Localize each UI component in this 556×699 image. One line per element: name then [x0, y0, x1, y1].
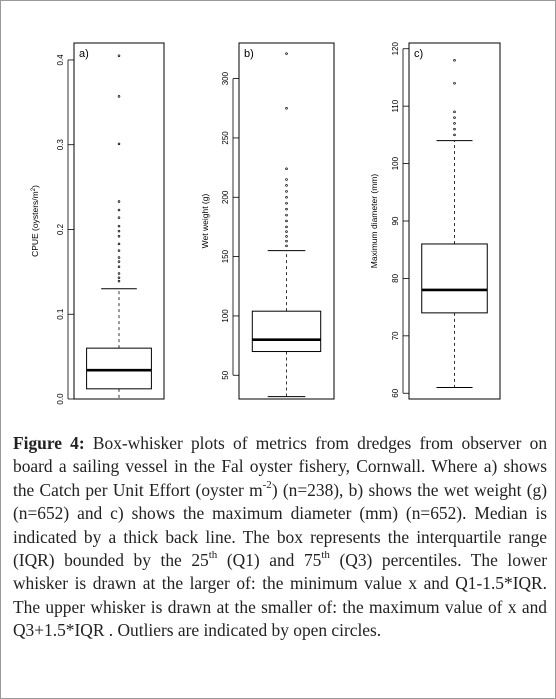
panel-2-outlier-point: [285, 201, 288, 205]
panel-3-outlier-point: [453, 127, 456, 131]
panel-2-outlier-point: [285, 184, 288, 187]
panel-2-panel-label: b): [244, 48, 254, 60]
caption-superscript-1: -2: [262, 479, 272, 492]
panel-1-y-tick-label: 0.2: [56, 223, 65, 235]
caption-superscript-2: th: [208, 549, 218, 562]
panel-2-outlier-point: [285, 52, 288, 55]
panel-3-y-tick-label: 90: [391, 216, 400, 225]
panel-3-y-tick-label: 110: [391, 99, 400, 112]
panel-3-outlier-point: [453, 58, 456, 62]
panel-2-outlier-point: [285, 230, 288, 233]
panel-3-y-tick-label: 70: [391, 331, 400, 340]
panel-1-outlier-point: [117, 256, 121, 259]
panel-2-y-axis-label: Wet weight (g): [200, 194, 210, 249]
panel-1-outlier-point: [117, 208, 121, 212]
panel-1-y-tick-label: 0.0: [56, 393, 65, 405]
panel-1-outlier-point: [117, 276, 121, 280]
panel-2-plot-border: [238, 42, 335, 400]
panel-2-y-tick-label: 50: [221, 370, 230, 379]
panel-1-outlier-point: [117, 272, 121, 275]
panel-1-outlier-point: [117, 249, 121, 252]
caption-text-1: Box-whisker plots of metrics from dredge…: [13, 433, 548, 500]
panel-1-outlier-point: [117, 242, 121, 246]
panel-1-outlier-point: [117, 229, 121, 233]
panel-1-outlier-point: [117, 54, 121, 57]
panel-1-outlier-point: [117, 200, 121, 203]
panel-2-y-tick-label: 200: [221, 190, 230, 204]
panel-2-outlier-point: [285, 190, 288, 193]
panel-1-outlier-point: [117, 260, 121, 263]
panel-3-y-axis-label: Maximum diameter (mm): [369, 174, 379, 269]
panel-3-outlier-point: [453, 122, 456, 125]
panel-2-outlier-point: [285, 219, 288, 223]
panel-2-outlier-point: [285, 107, 288, 110]
panel-3-outlier-point: [453, 133, 456, 137]
panel-1-outlier-point: [117, 142, 121, 146]
panel-2-y-tick-label: 100: [221, 309, 230, 323]
panel-2-outlier-point: [285, 178, 288, 181]
caption-text-4: (Q3) percentiles. The lower whisker is d…: [13, 550, 548, 641]
panel-2-y-tick-label: 250: [221, 131, 230, 145]
panel-3-y-tick-label: 60: [391, 388, 400, 397]
panel-3-iqr-box: [421, 243, 488, 314]
panel-2-outlier-point: [285, 167, 288, 171]
panel-1-outlier-point: [117, 216, 121, 219]
panel-2-iqr-box: [251, 310, 322, 353]
panel-2-outlier-point: [285, 207, 288, 211]
panel-1-outlier-point: [117, 95, 121, 98]
panel-2-y-tick-label: 150: [221, 249, 230, 263]
caption-superscript-3: th: [321, 549, 330, 562]
panel-1-outlier-point: [117, 224, 121, 228]
panel-3-outlier-point: [453, 116, 456, 119]
panel-1-iqr-box: [86, 347, 152, 390]
panel-2-outlier-point: [285, 196, 288, 199]
panel-1-y-tick-label: 0.3: [56, 139, 65, 151]
panel-2-outlier-point: [285, 244, 288, 248]
panel-3-y-tick-label: 120: [391, 42, 400, 56]
panel-3-y-tick-label: 80: [391, 273, 400, 282]
panel-1-outlier-point: [117, 279, 121, 283]
caption-text-3: (Q1) and 75: [217, 550, 322, 571]
panel-2-y-tick-label: 300: [221, 71, 230, 85]
panel-1-panel-label: a): [79, 48, 89, 60]
panel-3-panel-label: c): [414, 48, 423, 60]
panel-3-outlier-point: [453, 110, 456, 114]
figure-caption: Figure 4: Box-whisker plots of metrics f…: [13, 432, 547, 643]
caption-text-2: ) (n=238), b) shows the wet weight (g) (…: [13, 479, 548, 571]
panel-1-y-tick-label: 0.4: [56, 54, 65, 66]
panel-3-outlier-point: [453, 81, 456, 85]
panel-2-outlier-point: [285, 213, 288, 217]
boxplot-figure: a) 0.0 0.1 0.2 0.3 0.4 CPUE (oysters/m2) b) 50 10…: [30, 42, 501, 405]
panel-2-outlier-point: [285, 225, 288, 229]
panel-1-y-tick-label: 0.1: [56, 308, 65, 320]
panel-1-y-axis-label: CPUE (oysters/m2): [30, 185, 40, 257]
panel-1-outlier-point: [117, 265, 121, 269]
panel-2-outlier-point: [285, 239, 288, 243]
panel-1-outlier-point: [117, 235, 121, 238]
panel-2-outlier-point: [285, 235, 288, 238]
panel-3-y-tick-label: 100: [391, 156, 400, 170]
caption-label: Figure 4:: [13, 433, 85, 453]
